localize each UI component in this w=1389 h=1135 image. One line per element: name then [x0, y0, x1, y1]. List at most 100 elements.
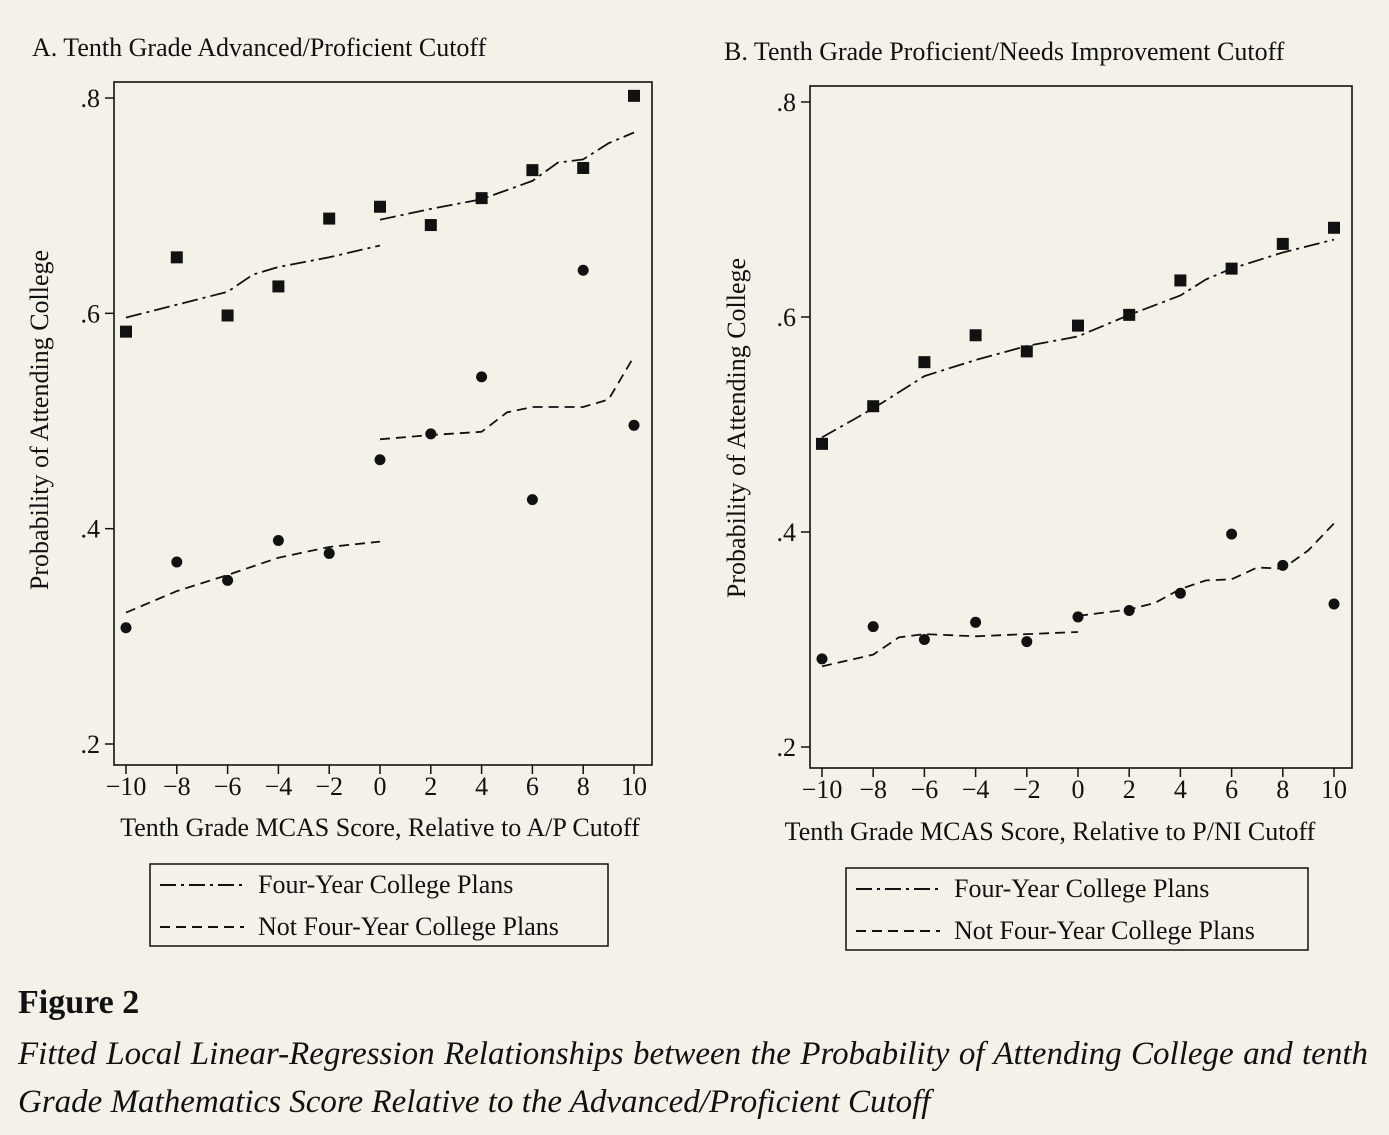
data-point-square	[1328, 221, 1340, 234]
fit-line-series-0	[125, 244, 381, 319]
x-tick-label: −2	[1013, 775, 1041, 804]
y-tick-label: .2	[81, 730, 101, 759]
data-point-circle	[970, 616, 982, 628]
legend-box	[149, 863, 609, 947]
x-tick-label: 8	[577, 772, 590, 801]
legend: Four-Year College Plans Not Four-Year Co…	[149, 863, 609, 947]
data-point-square	[1020, 345, 1033, 358]
data-point-circle	[425, 428, 437, 440]
data-point-square	[969, 329, 982, 342]
data-point-square	[424, 219, 437, 232]
data-point-square	[323, 212, 336, 225]
figure-canvas: A. Tenth Grade Advanced/Proficient Cutof…	[25, 33, 1353, 951]
figure-caption-block: Figure 2 Fitted Local Linear-Regression …	[18, 984, 1368, 1126]
data-point-circle	[222, 574, 234, 586]
fit-line-series-0	[379, 131, 635, 221]
x-tick-label: 4	[1174, 775, 1187, 804]
data-point-square	[272, 280, 285, 293]
data-point-square	[918, 356, 931, 369]
y-axis-label: Probability of Attending College	[722, 258, 751, 598]
x-tick-label: −4	[962, 775, 990, 804]
panel-title: A. Tenth Grade Advanced/Proficient Cutof…	[32, 33, 487, 62]
x-tick-label: 8	[1276, 775, 1289, 804]
legend-box	[845, 867, 1309, 951]
figure-label: Figure 2	[18, 984, 140, 1021]
data-point-circle	[272, 535, 284, 547]
data-point-square	[120, 325, 132, 338]
data-point-circle	[120, 622, 132, 634]
data-point-circle	[374, 454, 386, 466]
y-tick-label: .4	[777, 518, 797, 547]
legend: Four-Year College Plans Not Four-Year Co…	[845, 867, 1309, 951]
data-point-circle	[1072, 611, 1084, 623]
y-tick-label: .2	[777, 733, 797, 762]
data-point-square	[170, 251, 183, 264]
data-point-square	[1276, 237, 1289, 250]
x-tick-label: −10	[106, 772, 147, 801]
data-point-square	[1123, 308, 1136, 321]
data-point-square	[867, 400, 880, 413]
data-point-circle	[526, 494, 538, 506]
x-tick-label: 2	[1123, 775, 1136, 804]
x-tick-label: −8	[859, 775, 887, 804]
data-point-circle	[1174, 587, 1186, 599]
data-point-square	[526, 164, 539, 177]
y-tick-label: .6	[777, 303, 797, 332]
x-tick-label: 0	[374, 772, 387, 801]
x-tick-label: −8	[163, 772, 191, 801]
fit-line-series-1	[1077, 522, 1335, 617]
figure-caption: Fitted Local Linear-Regression Relations…	[18, 1036, 1368, 1120]
data-point-square	[1225, 262, 1238, 275]
data-point-square	[221, 309, 234, 322]
fit-line-series-0	[821, 238, 1335, 439]
data-point-circle	[918, 634, 930, 645]
x-tick-label: 10	[621, 772, 647, 801]
panel-a-axes: .2 .4 .6 .8 −10 −8 −6 −4 −2 0 2 4 6 8 10	[81, 81, 653, 801]
panel-b-axes: .2 .4 .6 .8 −10 −8 −6 −4 −2 0 2 4 6 8 10	[777, 85, 1353, 804]
data-point-circle	[1021, 636, 1033, 648]
x-tick-label: 2	[424, 772, 437, 801]
x-tick-label: 10	[1321, 775, 1347, 804]
data-point-circle	[577, 264, 589, 276]
legend-label-not-four-year: Not Four-Year College Plans	[258, 912, 559, 941]
data-point-circle	[1226, 528, 1238, 540]
y-tick-label: .6	[81, 299, 101, 328]
x-tick-label: 4	[475, 772, 488, 801]
data-point-square	[475, 192, 488, 205]
x-tick-label: −6	[911, 775, 939, 804]
y-tick-label: .8	[81, 84, 101, 113]
plot-frame	[113, 81, 653, 766]
x-axis-label: Tenth Grade MCAS Score, Relative to A/P …	[120, 813, 640, 842]
y-tick-label: .4	[81, 515, 101, 544]
legend-label-four-year: Four-Year College Plans	[258, 870, 513, 899]
y-tick-label: .8	[777, 88, 797, 117]
data-point-square	[1174, 274, 1187, 287]
legend-label-not-four-year: Not Four-Year College Plans	[954, 916, 1255, 945]
legend-label-four-year: Four-Year College Plans	[954, 874, 1209, 903]
panel-title: B. Tenth Grade Proficient/Needs Improvem…	[724, 37, 1285, 66]
y-axis-label: Probability of Attending College	[25, 250, 54, 590]
fit-line-series-1	[379, 355, 635, 441]
x-tick-label: −2	[315, 772, 343, 801]
x-axis-label: Tenth Grade MCAS Score, Relative to P/NI…	[785, 817, 1316, 846]
data-point-square	[816, 437, 828, 450]
data-point-circle	[1277, 559, 1289, 571]
data-point-square	[374, 200, 386, 213]
data-point-circle	[867, 621, 879, 633]
data-point-circle	[628, 419, 640, 431]
plot-frame	[809, 85, 1353, 769]
fit-line-series-1	[821, 631, 1079, 668]
fit-line-series-1	[125, 540, 381, 614]
data-point-circle	[476, 371, 488, 383]
x-tick-label: −4	[265, 772, 293, 801]
panel-b-marks	[816, 221, 1340, 668]
panel-b: B. Tenth Grade Proficient/Needs Improvem…	[722, 37, 1353, 951]
x-tick-label: 0	[1072, 775, 1085, 804]
data-point-circle	[323, 547, 335, 559]
data-point-circle	[171, 556, 183, 568]
x-tick-label: 6	[526, 772, 539, 801]
panel-a-marks	[120, 89, 640, 634]
data-point-circle	[1328, 598, 1340, 610]
data-point-square	[1072, 319, 1084, 332]
data-point-circle	[1123, 604, 1135, 616]
